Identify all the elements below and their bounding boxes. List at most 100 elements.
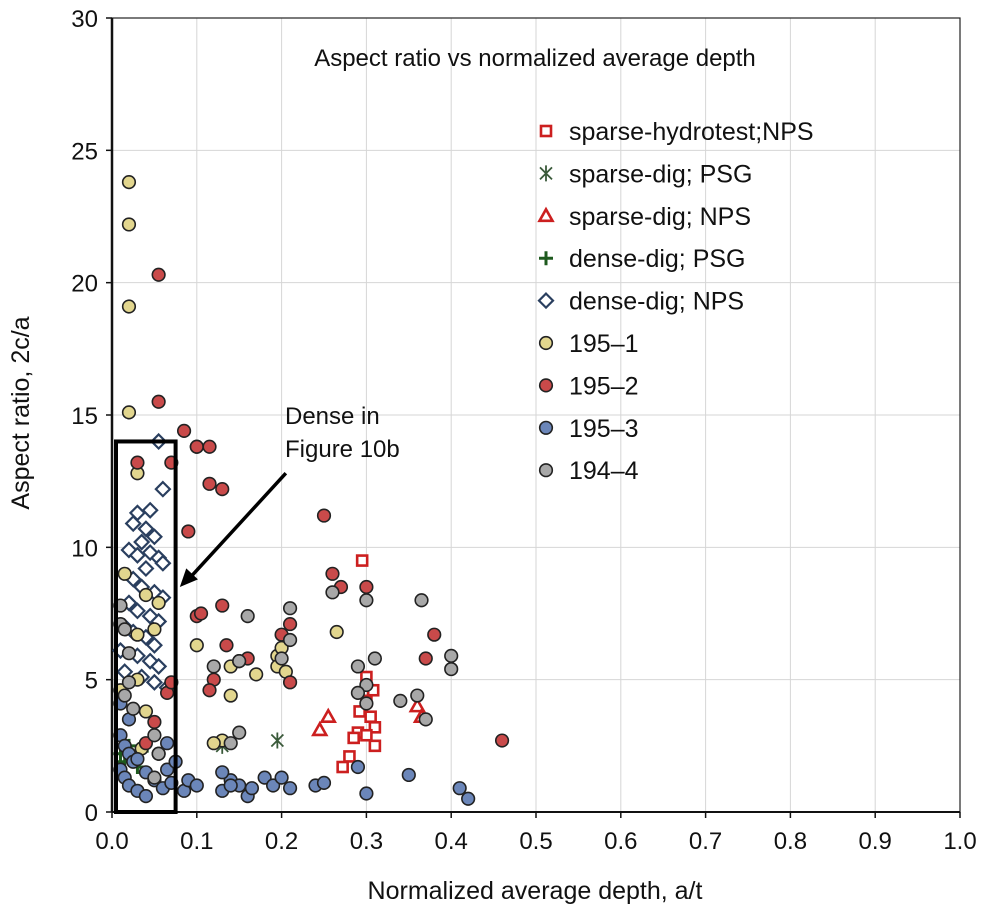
data-point [418,712,433,727]
legend-marker [538,420,554,435]
legend-marker [539,251,553,266]
x-tick-label: 0.6 [604,828,637,855]
series-0 [336,554,382,774]
data-point [360,728,373,742]
data-point [202,476,217,491]
annotation-text: Figure 10b [285,436,400,463]
data-point [343,750,356,763]
x-tick-label: 0.0 [95,828,128,855]
data-point [444,648,459,663]
data-point [282,601,298,616]
legend-marker [538,463,554,478]
legend-label: sparse-dig; NPS [569,203,751,231]
y-tick-label: 0 [85,800,98,827]
legend-label: sparse-hydrotest;NPS [569,118,814,146]
data-point [176,423,192,438]
data-point [359,579,374,595]
data-point [414,593,429,608]
data-point [117,688,132,703]
data-point [368,721,382,734]
data-point [126,701,141,716]
legend-marker [537,206,555,223]
data-point [160,762,175,777]
x-tick-label: 0.2 [265,828,298,855]
data-point [249,667,264,682]
y-tick-label: 25 [71,138,98,165]
data-point [367,651,382,666]
data-point [145,673,163,691]
x-tick-label: 1.0 [943,828,976,855]
y-axis-label: Aspect ratio, 2c/a [7,316,35,509]
x-tick-label: 0.3 [350,828,383,855]
data-point [181,524,196,539]
legend-marker [538,378,554,393]
data-point [325,566,340,581]
data-point [130,455,145,470]
data-point [418,651,433,666]
data-point [189,439,204,454]
data-point [350,759,366,775]
data-point [232,725,247,740]
data-point [147,770,162,785]
data-point [151,595,166,611]
data-point [121,174,137,190]
legend-marker [538,335,554,351]
data-point [282,632,298,648]
data-point [494,733,510,748]
legend-entry: sparse-hydrotest;NPS [539,118,814,146]
data-point [137,520,155,538]
dense-region-box [114,439,178,814]
data-point [240,609,255,624]
data-point [393,693,408,708]
data-point [444,661,459,677]
data-point [329,624,344,640]
data-point [138,736,154,751]
data-point [350,659,366,674]
data-point [151,394,166,409]
legend-label: dense-dig; NPS [569,288,744,316]
data-point [319,707,337,724]
data-point [401,767,416,783]
legend-marker [539,165,553,182]
data-point [133,533,151,551]
y-tick-label: 10 [71,535,98,562]
data-point [368,739,382,753]
legend-entry: 195–3 [538,415,639,443]
x-tick-label: 0.7 [689,828,722,855]
x-tick-label: 0.1 [180,828,213,855]
data-point [427,627,442,642]
legend-entry: 195–2 [538,372,639,400]
chart-title: Aspect ratio vs normalized average depth [314,45,756,72]
data-point [138,789,154,804]
annotation: Dense in Figure 10b [114,403,400,814]
legend-label: 194–4 [569,457,639,485]
legend-entry: 194–4 [538,457,639,485]
data-point [202,439,217,454]
data-point [206,659,221,674]
data-point [359,786,374,801]
data-point [138,704,154,719]
data-point [282,675,298,690]
data-point [461,791,476,806]
y-tick-label: 15 [71,403,98,430]
data-point [151,746,166,761]
data-point [215,482,230,497]
data-point [215,765,230,780]
legend: sparse-hydrotest;NPS sparse-dig; PSG spars… [537,118,814,485]
data-point [154,554,172,572]
data-point [137,559,155,578]
legend-entry: sparse-dig; PSG [539,160,752,188]
data-point [410,688,425,703]
legend-label: 195–1 [569,330,639,358]
legend-entry: dense-dig; NPS [537,288,744,316]
data-point [151,267,166,282]
data-point [160,736,175,751]
data-point [130,751,145,767]
data-point [130,627,145,642]
data-point [147,728,162,743]
legend-marker [537,292,555,310]
data-point [121,675,137,690]
data-point [189,778,204,793]
y-tick-label: 20 [71,271,98,298]
data-point [215,598,230,613]
